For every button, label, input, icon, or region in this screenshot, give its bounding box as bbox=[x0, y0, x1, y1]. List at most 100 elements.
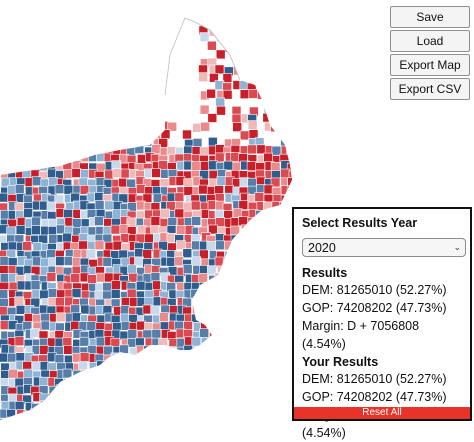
town-cell[interactable] bbox=[104, 369, 115, 380]
town-cell[interactable] bbox=[54, 354, 65, 364]
town-cell[interactable] bbox=[230, 274, 240, 284]
town-cell[interactable] bbox=[23, 410, 34, 420]
town-cell[interactable] bbox=[214, 313, 224, 324]
town-cell[interactable] bbox=[145, 362, 155, 373]
town-cell[interactable] bbox=[128, 361, 138, 372]
town-cell[interactable] bbox=[94, 192, 104, 202]
town-cell[interactable] bbox=[222, 377, 232, 388]
town-cell[interactable] bbox=[225, 34, 235, 45]
town-cell[interactable] bbox=[270, 251, 280, 261]
town-cell[interactable] bbox=[192, 360, 202, 371]
town-cell[interactable] bbox=[288, 17, 298, 27]
export-map-button[interactable]: Export Map bbox=[390, 54, 470, 76]
town-cell[interactable] bbox=[248, 265, 259, 276]
town-cell[interactable] bbox=[288, 170, 298, 181]
town-cell[interactable] bbox=[79, 402, 89, 412]
town-cell[interactable] bbox=[255, 369, 266, 379]
town-cell[interactable] bbox=[279, 296, 290, 307]
town-cell[interactable] bbox=[247, 346, 257, 357]
town-cell[interactable] bbox=[183, 344, 194, 355]
town-cell[interactable] bbox=[0, 145, 9, 156]
town-cell[interactable] bbox=[200, 394, 211, 405]
town-cell[interactable] bbox=[240, 384, 251, 395]
town-cell[interactable] bbox=[249, 416, 259, 421]
town-cell[interactable] bbox=[239, 33, 250, 43]
town-cell[interactable] bbox=[96, 384, 107, 394]
town-cell[interactable] bbox=[215, 401, 226, 412]
town-cell[interactable] bbox=[0, 306, 9, 316]
town-cell[interactable] bbox=[6, 226, 16, 237]
town-cell[interactable] bbox=[153, 345, 163, 356]
town-cell[interactable] bbox=[208, 400, 218, 411]
town-cell[interactable] bbox=[160, 353, 170, 364]
town-cell[interactable] bbox=[136, 184, 146, 194]
town-cell[interactable] bbox=[279, 330, 290, 341]
town-cell[interactable] bbox=[111, 145, 122, 155]
town-cell[interactable] bbox=[40, 416, 50, 421]
town-cell[interactable] bbox=[278, 282, 289, 293]
town-cell[interactable] bbox=[150, 409, 161, 419]
town-cell[interactable] bbox=[152, 122, 162, 133]
town-cell[interactable] bbox=[62, 154, 73, 164]
town-cell[interactable] bbox=[182, 264, 193, 275]
town-cell[interactable] bbox=[55, 312, 66, 323]
town-cell[interactable] bbox=[264, 386, 274, 397]
town-cell[interactable] bbox=[95, 368, 105, 379]
town-cell[interactable] bbox=[209, 73, 219, 83]
town-cell[interactable] bbox=[40, 320, 51, 331]
town-cell[interactable] bbox=[46, 122, 57, 133]
town-cell[interactable] bbox=[255, 288, 265, 298]
town-cell[interactable] bbox=[200, 346, 211, 356]
town-cell[interactable] bbox=[238, 216, 248, 226]
town-cell[interactable] bbox=[199, 313, 209, 323]
town-cell[interactable] bbox=[7, 241, 18, 252]
town-cell[interactable] bbox=[248, 89, 259, 99]
town-cell[interactable] bbox=[287, 177, 297, 187]
town-cell[interactable] bbox=[224, 289, 234, 299]
town-cell[interactable] bbox=[272, 234, 282, 244]
town-cell[interactable] bbox=[72, 145, 82, 156]
town-cell[interactable] bbox=[62, 169, 73, 179]
town-cell[interactable] bbox=[167, 217, 178, 227]
town-cell[interactable] bbox=[231, 251, 242, 261]
town-cell[interactable] bbox=[270, 280, 281, 291]
town-cell[interactable] bbox=[224, 250, 234, 261]
town-cell[interactable] bbox=[166, 392, 177, 403]
town-cell[interactable] bbox=[255, 224, 265, 235]
town-cell[interactable] bbox=[31, 256, 42, 267]
town-cell[interactable] bbox=[207, 313, 218, 324]
town-cell[interactable] bbox=[288, 154, 298, 165]
town-cell[interactable] bbox=[248, 362, 258, 372]
town-cell[interactable] bbox=[206, 377, 217, 388]
town-cell[interactable] bbox=[119, 344, 129, 355]
town-cell[interactable] bbox=[80, 410, 91, 420]
town-cell[interactable] bbox=[103, 377, 113, 388]
town-cell[interactable] bbox=[247, 282, 257, 293]
town-cell[interactable] bbox=[278, 249, 289, 259]
town-cell[interactable] bbox=[190, 288, 200, 299]
town-cell[interactable] bbox=[102, 282, 112, 292]
town-cell[interactable] bbox=[182, 378, 193, 389]
town-cell[interactable] bbox=[246, 65, 257, 76]
town-cell[interactable] bbox=[207, 321, 217, 332]
town-cell[interactable] bbox=[144, 233, 154, 244]
town-cell[interactable] bbox=[160, 416, 171, 421]
town-cell[interactable] bbox=[271, 209, 282, 220]
town-cell[interactable] bbox=[152, 361, 162, 372]
town-cell[interactable] bbox=[238, 200, 249, 210]
town-cell[interactable] bbox=[48, 401, 59, 412]
town-cell[interactable] bbox=[0, 192, 9, 203]
town-cell[interactable] bbox=[134, 121, 144, 132]
town-cell[interactable] bbox=[297, 163, 306, 172]
town-cell[interactable] bbox=[134, 362, 145, 373]
town-cell[interactable] bbox=[255, 392, 266, 403]
town-cell[interactable] bbox=[263, 152, 274, 163]
town-cell[interactable] bbox=[255, 241, 265, 252]
town-cell[interactable] bbox=[280, 393, 291, 403]
town-cell[interactable] bbox=[200, 403, 210, 413]
town-cell[interactable] bbox=[129, 369, 139, 380]
town-cell[interactable] bbox=[120, 408, 130, 418]
town-cell[interactable] bbox=[280, 370, 290, 380]
town-cell[interactable] bbox=[143, 354, 153, 365]
town-cell[interactable] bbox=[216, 355, 226, 365]
